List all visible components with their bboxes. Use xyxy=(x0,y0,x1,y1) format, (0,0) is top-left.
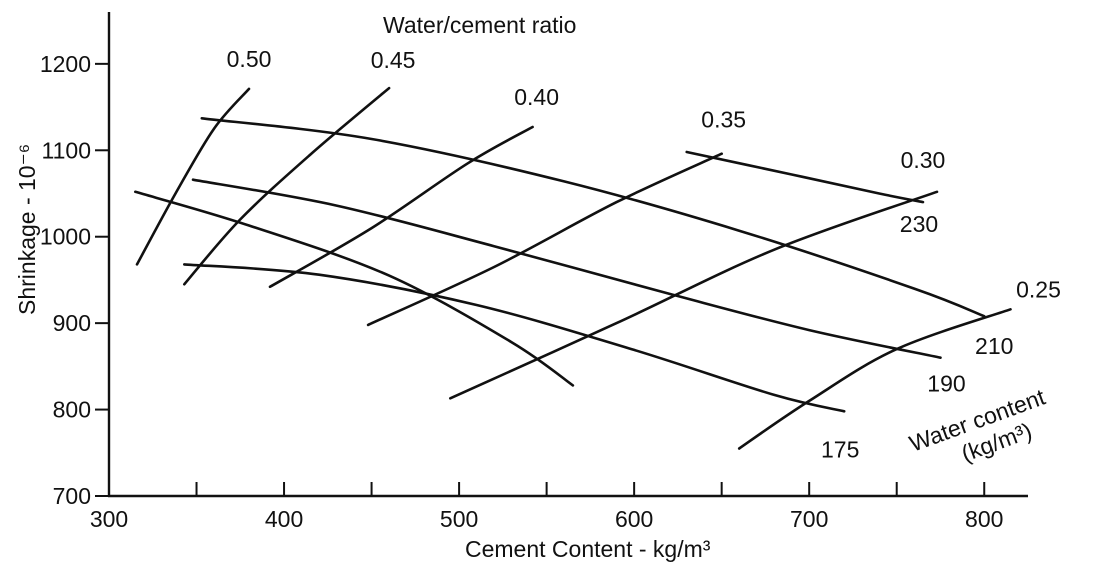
curve-label-water_cement_ratio-045: 0.45 xyxy=(371,47,416,73)
curve-water_content-175 xyxy=(183,263,846,413)
x-tick-label: 500 xyxy=(440,506,478,532)
x-tick-label: 800 xyxy=(965,506,1003,532)
curve-label-water_content-190: 190 xyxy=(927,371,965,397)
curve-water_cement_ratio-040 xyxy=(268,125,534,289)
curve-label-water_content-230: 230 xyxy=(900,211,938,237)
curve-water_cement_ratio-035 xyxy=(366,152,723,327)
x-axis-title: Cement Content - kg/m³ xyxy=(465,536,711,562)
x-tick-label: 700 xyxy=(790,506,828,532)
y-tick-label: 900 xyxy=(53,310,91,336)
curve-label-water_cement_ratio-025: 0.25 xyxy=(1016,276,1061,302)
curve-group xyxy=(134,86,1012,450)
y-tick-label: 800 xyxy=(53,397,91,423)
curve-label-water_content-210: 210 xyxy=(975,333,1013,359)
curve-label-water_cement_ratio-030: 0.30 xyxy=(901,147,946,173)
chart-title: Water/cement ratio xyxy=(383,12,576,38)
curve-label-water_cement_ratio-050: 0.50 xyxy=(227,46,272,72)
curve-water_content-230 xyxy=(685,150,925,204)
x-tick-label: 400 xyxy=(265,506,303,532)
curve-water_cement_ratio-030 xyxy=(449,190,939,400)
curve-labels: 0.50 0.45 0.40 0.35 0.30 0.25 230 210 190 175 xyxy=(227,46,1061,462)
curve-water_cement_ratio-025 xyxy=(737,308,1012,450)
curve-label-water_content-175: 175 xyxy=(821,436,859,462)
y-tick-label: 1200 xyxy=(40,51,91,77)
curve-water_cement_ratio-045 xyxy=(183,86,391,286)
curve-label-water_cement_ratio-035: 0.35 xyxy=(701,107,746,133)
curve-water_content-190 xyxy=(191,178,942,359)
curve-water_content-210 xyxy=(200,117,986,318)
curve-water_cement_ratio-050 xyxy=(135,87,251,266)
y-tick-label: 1100 xyxy=(42,137,91,163)
y-tick-label: 700 xyxy=(53,483,91,509)
y-tick-label: 1000 xyxy=(40,224,91,250)
y-axis-title: Shrinkage - 10⁻⁶ xyxy=(14,144,40,315)
curve-water_content-unlabeled xyxy=(134,190,575,387)
curve-label-water_cement_ratio-040: 0.40 xyxy=(514,84,559,110)
y-ticks: 700 800 900 1000 1100 1200 xyxy=(40,51,109,509)
x-tick-label: 300 xyxy=(90,506,128,532)
x-tick-label: 600 xyxy=(615,506,653,532)
x-ticks: 300 400 500 600 700 800 xyxy=(90,482,1003,532)
